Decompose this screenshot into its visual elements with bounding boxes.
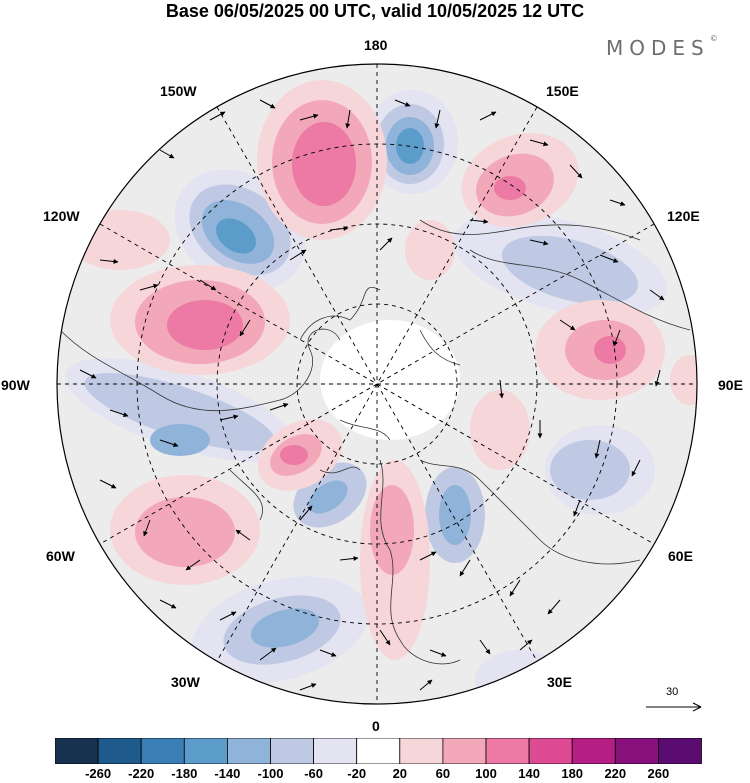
colorbar-tick-label: 140	[518, 766, 540, 781]
colorbar-tick-label: -60	[304, 766, 323, 781]
reference-vector-label: 30	[666, 686, 679, 698]
wind-vectors	[79, 99, 665, 691]
positive-anomalies	[70, 80, 697, 660]
colorbar	[55, 738, 702, 764]
colorbar-tick-label: -140	[214, 766, 241, 781]
lon-label-30e: 30E	[547, 674, 572, 690]
modes-logo: MODES©	[606, 34, 718, 60]
reference-vector: 30	[646, 686, 706, 714]
colorbar-swatch	[183, 738, 228, 764]
lon-label-180: 180	[364, 37, 388, 53]
colorbar-tick-label: 260	[647, 766, 670, 781]
colorbar-tick-label: 20	[392, 766, 408, 781]
colorbar-tick-label: 100	[475, 766, 497, 781]
colorbar-swatch	[399, 738, 444, 764]
lon-label-120w: 120W	[43, 208, 80, 224]
colorbar-swatch	[442, 738, 487, 764]
lon-label-150e: 150E	[546, 83, 579, 99]
colorbar-swatch	[356, 738, 401, 764]
colorbar-swatch	[313, 738, 358, 764]
colorbar-swatch	[97, 738, 142, 764]
lon-label-30w: 30W	[171, 674, 200, 690]
colorbar-swatch	[140, 738, 185, 764]
colorbar-swatch	[485, 738, 530, 764]
colorbar-swatch	[614, 738, 659, 764]
copyright-mark: ©	[709, 34, 718, 43]
colorbar-tick-label: 180	[561, 766, 584, 781]
colorbar-tick-label: -20	[347, 766, 367, 781]
lon-label-150w: 150W	[160, 83, 197, 99]
colorbar-tick-label: -180	[171, 766, 198, 781]
lon-label-0: 0	[372, 718, 380, 734]
colorbar-tick-label: -100	[257, 766, 284, 781]
colorbar-swatch	[528, 738, 573, 764]
brand-text: MODES	[606, 36, 710, 60]
colorbar-tick-label: -220	[128, 766, 155, 781]
colorbar-swatch	[55, 738, 99, 764]
colorbar-swatch	[226, 738, 271, 764]
lon-label-120e: 120E	[667, 208, 700, 224]
lon-label-60e: 60E	[668, 548, 693, 564]
pole-area	[320, 320, 460, 440]
colorbar-swatch	[658, 738, 702, 764]
colorbar-swatch	[270, 738, 314, 764]
reference-vector-arrow	[646, 702, 702, 712]
colorbar-tick-label: 220	[604, 766, 627, 781]
colorbar-tick-label: 60	[435, 766, 451, 781]
map-boundary	[56, 63, 698, 705]
lon-label-90w: 90W	[1, 377, 30, 393]
lon-label-90e: 90E	[718, 377, 743, 393]
lon-label-60w: 60W	[46, 548, 75, 564]
graticule	[57, 64, 697, 704]
map-title: Base 06/05/2025 00 UTC, valid 10/05/2025…	[165, 1, 585, 21]
coastlines	[59, 219, 691, 665]
colorbar-swatch	[571, 738, 616, 764]
colorbar-tick-label: -260	[85, 766, 112, 781]
anomaly-field	[57, 64, 697, 704]
